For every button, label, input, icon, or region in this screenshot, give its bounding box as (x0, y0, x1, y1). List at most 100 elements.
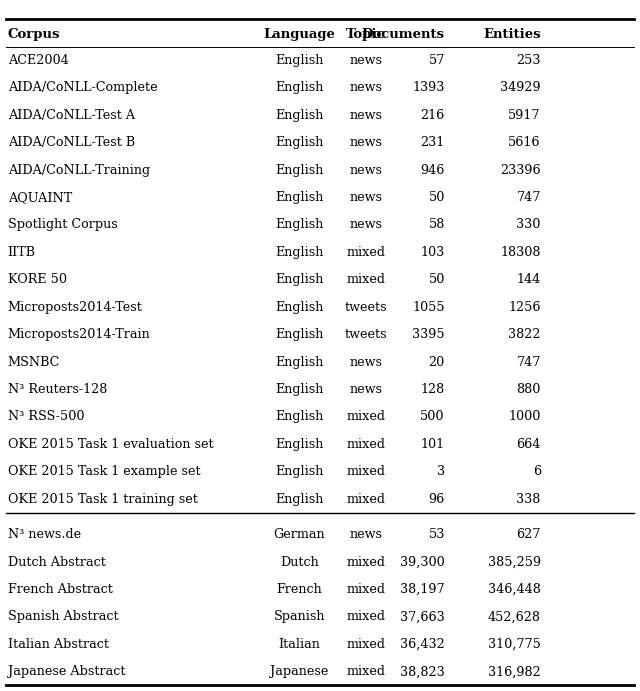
Text: mixed: mixed (347, 437, 385, 451)
Text: Entities: Entities (483, 28, 541, 41)
Text: English: English (275, 246, 324, 259)
Text: 338: 338 (516, 493, 541, 506)
Text: English: English (275, 465, 324, 478)
Text: 38,197: 38,197 (400, 583, 445, 596)
Text: Dutch: Dutch (280, 556, 319, 569)
Text: 20: 20 (429, 355, 445, 368)
Text: OKE 2015 Task 1 evaluation set: OKE 2015 Task 1 evaluation set (8, 437, 213, 451)
Text: AIDA/CoNLL-Training: AIDA/CoNLL-Training (8, 164, 150, 177)
Text: 627: 627 (516, 528, 541, 541)
Text: English: English (275, 164, 324, 177)
Text: 747: 747 (516, 191, 541, 204)
Text: tweets: tweets (345, 301, 387, 314)
Text: news: news (349, 164, 383, 177)
Text: Spanish Abstract: Spanish Abstract (8, 610, 118, 623)
Text: 58: 58 (428, 218, 445, 231)
Text: IITB: IITB (8, 246, 36, 259)
Text: Japanese: Japanese (270, 665, 329, 679)
Text: 664: 664 (516, 437, 541, 451)
Text: Italian: Italian (278, 638, 321, 651)
Text: 5917: 5917 (508, 108, 541, 122)
Text: mixed: mixed (347, 556, 385, 569)
Text: mixed: mixed (347, 665, 385, 679)
Text: N³ RSS-500: N³ RSS-500 (8, 410, 84, 424)
Text: English: English (275, 493, 324, 506)
Text: Documents: Documents (362, 28, 445, 41)
Text: news: news (349, 108, 383, 122)
Text: English: English (275, 383, 324, 396)
Text: AQUAINT: AQUAINT (8, 191, 72, 204)
Text: 5616: 5616 (508, 136, 541, 149)
Text: mixed: mixed (347, 273, 385, 286)
Text: 253: 253 (516, 54, 541, 67)
Text: 330: 330 (516, 218, 541, 231)
Text: 36,432: 36,432 (400, 638, 445, 651)
Text: Microposts2014-Train: Microposts2014-Train (8, 328, 150, 341)
Text: 1393: 1393 (412, 82, 445, 95)
Text: 346,448: 346,448 (488, 583, 541, 596)
Text: 57: 57 (428, 54, 445, 67)
Text: 53: 53 (428, 528, 445, 541)
Text: 144: 144 (516, 273, 541, 286)
Text: Corpus: Corpus (8, 28, 60, 41)
Text: AIDA/CoNLL-Test B: AIDA/CoNLL-Test B (8, 136, 135, 149)
Text: 880: 880 (516, 383, 541, 396)
Text: English: English (275, 355, 324, 368)
Text: 38,823: 38,823 (400, 665, 445, 679)
Text: 316,982: 316,982 (488, 665, 541, 679)
Text: French: French (276, 583, 323, 596)
Text: news: news (349, 54, 383, 67)
Text: AIDA/CoNLL-Complete: AIDA/CoNLL-Complete (8, 82, 157, 95)
Text: 3: 3 (436, 465, 445, 478)
Text: MSNBC: MSNBC (8, 355, 60, 368)
Text: Spotlight Corpus: Spotlight Corpus (8, 218, 117, 231)
Text: 50: 50 (428, 191, 445, 204)
Text: 946: 946 (420, 164, 445, 177)
Text: 747: 747 (516, 355, 541, 368)
Text: N³ Reuters-128: N³ Reuters-128 (8, 383, 107, 396)
Text: English: English (275, 328, 324, 341)
Text: news: news (349, 528, 383, 541)
Text: 23396: 23396 (500, 164, 541, 177)
Text: 216: 216 (420, 108, 445, 122)
Text: news: news (349, 136, 383, 149)
Text: 50: 50 (428, 273, 445, 286)
Text: OKE 2015 Task 1 training set: OKE 2015 Task 1 training set (8, 493, 198, 506)
Text: 103: 103 (420, 246, 445, 259)
Text: 3395: 3395 (412, 328, 445, 341)
Text: news: news (349, 82, 383, 95)
Text: 101: 101 (420, 437, 445, 451)
Text: ACE2004: ACE2004 (8, 54, 68, 67)
Text: N³ news.de: N³ news.de (8, 528, 81, 541)
Text: mixed: mixed (347, 610, 385, 623)
Text: 500: 500 (420, 410, 445, 424)
Text: 39,300: 39,300 (400, 556, 445, 569)
Text: Italian Abstract: Italian Abstract (8, 638, 109, 651)
Text: Topic: Topic (346, 28, 386, 41)
Text: 1055: 1055 (412, 301, 445, 314)
Text: English: English (275, 437, 324, 451)
Text: 1000: 1000 (508, 410, 541, 424)
Text: English: English (275, 410, 324, 424)
Text: news: news (349, 191, 383, 204)
Text: 310,775: 310,775 (488, 638, 541, 651)
Text: mixed: mixed (347, 246, 385, 259)
Text: 1256: 1256 (508, 301, 541, 314)
Text: 128: 128 (420, 383, 445, 396)
Text: English: English (275, 218, 324, 231)
Text: news: news (349, 383, 383, 396)
Text: Japanese Abstract: Japanese Abstract (8, 665, 125, 679)
Text: 96: 96 (429, 493, 445, 506)
Text: English: English (275, 191, 324, 204)
Text: mixed: mixed (347, 410, 385, 424)
Text: mixed: mixed (347, 493, 385, 506)
Text: French Abstract: French Abstract (8, 583, 113, 596)
Text: mixed: mixed (347, 583, 385, 596)
Text: OKE 2015 Task 1 example set: OKE 2015 Task 1 example set (8, 465, 200, 478)
Text: English: English (275, 54, 324, 67)
Text: English: English (275, 301, 324, 314)
Text: English: English (275, 108, 324, 122)
Text: 231: 231 (420, 136, 445, 149)
Text: Spanish: Spanish (274, 610, 325, 623)
Text: tweets: tweets (345, 328, 387, 341)
